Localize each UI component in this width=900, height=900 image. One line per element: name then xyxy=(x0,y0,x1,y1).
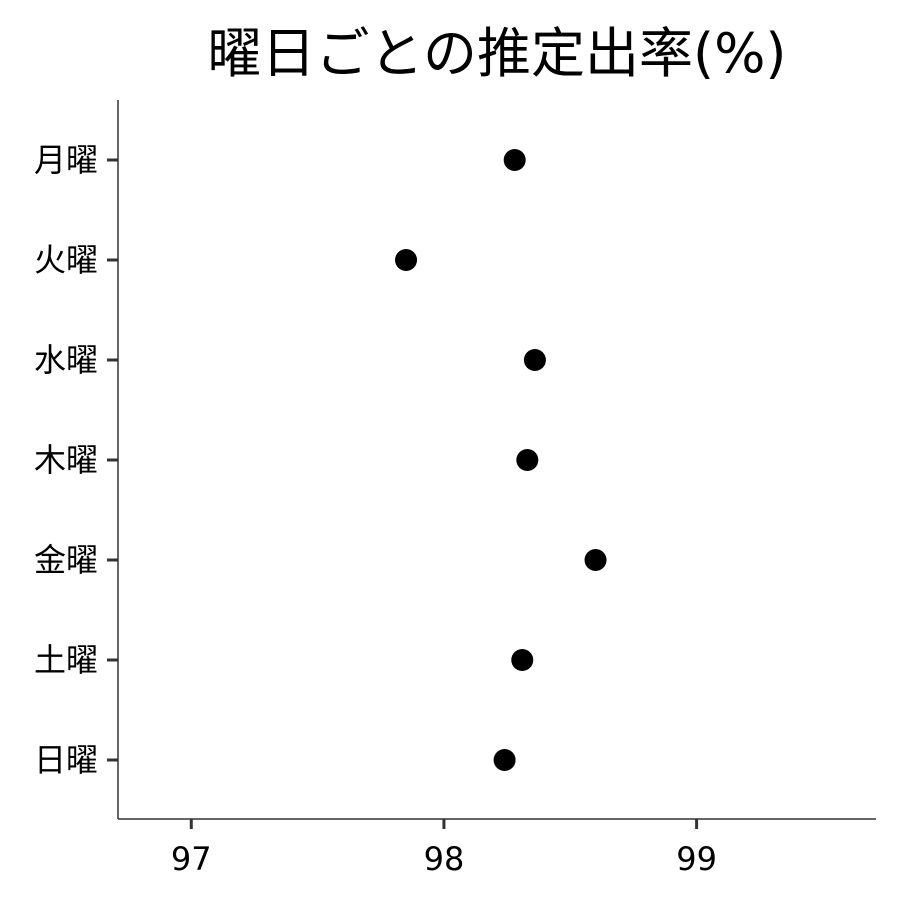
chart-title: 曜日ごとの推定出率(%) xyxy=(207,21,787,85)
x-tick-label: 99 xyxy=(676,840,717,878)
data-point-4 xyxy=(516,449,539,471)
x-tick-label: 98 xyxy=(424,840,465,878)
y-tick-label: 火曜 xyxy=(34,241,98,279)
data-point-2 xyxy=(395,249,418,271)
data-point-1 xyxy=(503,149,526,171)
x-tick-label: 97 xyxy=(171,840,212,878)
y-tick-label: 木曜 xyxy=(34,441,98,479)
y-tick-label: 月曜 xyxy=(34,141,98,179)
data-points xyxy=(395,149,607,771)
data-point-5 xyxy=(584,549,607,571)
y-tick-label: 金曜 xyxy=(34,541,98,579)
x-ticks: 97 98 99 xyxy=(171,819,717,878)
data-point-6 xyxy=(511,649,534,671)
axes xyxy=(117,100,876,820)
y-tick-label: 水曜 xyxy=(34,341,98,379)
y-tick-label: 日曜 xyxy=(34,741,98,779)
y-tick-label: 土曜 xyxy=(34,641,98,679)
data-point-7 xyxy=(493,749,516,771)
data-point-3 xyxy=(523,349,546,371)
